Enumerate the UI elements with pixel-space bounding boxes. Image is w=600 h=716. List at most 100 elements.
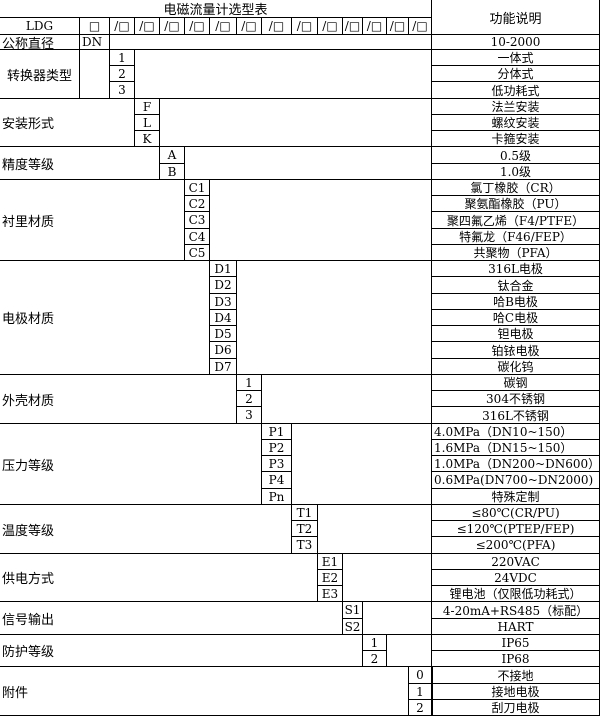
option-desc: 一体式 bbox=[432, 50, 600, 66]
option-code: 3 bbox=[110, 82, 135, 99]
option-desc: 卡箍安装 bbox=[432, 131, 600, 147]
blank-area bbox=[343, 554, 432, 602]
model-slot: /□ bbox=[387, 18, 409, 35]
option-desc: 1.6MPa（DN15~150） bbox=[432, 440, 600, 456]
blank-area bbox=[110, 35, 432, 50]
blank-area bbox=[210, 180, 432, 261]
model-slot: /□ bbox=[318, 18, 343, 35]
option-desc: 刮刀电极 bbox=[432, 700, 600, 716]
option-code: D3 bbox=[210, 294, 237, 310]
option-desc: 螺纹安装 bbox=[432, 115, 600, 131]
option-desc: IP68 bbox=[432, 651, 600, 667]
option-desc: 4-20mA+RS485（标配） bbox=[432, 602, 600, 619]
blank-area bbox=[363, 602, 432, 635]
option-desc: 不接地 bbox=[432, 667, 600, 684]
group-label: 附件 bbox=[0, 667, 409, 716]
option-code: 1 bbox=[110, 50, 135, 66]
option-desc: 氯丁橡胶（CR） bbox=[432, 180, 600, 196]
nominal-diameter-label: 公称直径 bbox=[0, 35, 80, 50]
option-desc: 0.6MPa(DN700~DN2000) bbox=[432, 472, 600, 489]
group-label: 转换器类型 bbox=[0, 50, 80, 99]
model-slot: /□ bbox=[409, 18, 432, 35]
option-desc: ≤120℃(PTEP/FEP) bbox=[432, 521, 600, 537]
blank-area bbox=[237, 261, 432, 375]
option-code: E1 bbox=[318, 554, 343, 570]
model-slot: /□ bbox=[343, 18, 363, 35]
option-desc: 304不锈钢 bbox=[432, 391, 600, 407]
option-code: S2 bbox=[343, 619, 363, 635]
option-code: P1 bbox=[262, 424, 292, 440]
blank-area bbox=[262, 375, 432, 424]
option-code: 3 bbox=[237, 407, 262, 424]
option-desc: 锂电池（仅限低功耗式） bbox=[432, 586, 600, 602]
option-desc: 碳化钨 bbox=[432, 359, 600, 375]
option-code: 1 bbox=[237, 375, 262, 391]
option-code: K bbox=[135, 131, 160, 147]
blank-area bbox=[80, 50, 110, 99]
group-label: 精度等级 bbox=[0, 147, 160, 180]
option-desc: 316L电极 bbox=[432, 261, 600, 277]
option-desc: 1.0MPa（DN200~DN600） bbox=[432, 456, 600, 472]
model-slot: /□ bbox=[210, 18, 237, 35]
option-code: T3 bbox=[292, 537, 318, 554]
model-slot: /□ bbox=[292, 18, 318, 35]
option-code: C3 bbox=[185, 212, 210, 229]
option-desc: 316L不锈钢 bbox=[432, 407, 600, 424]
option-desc: 220VAC bbox=[432, 554, 600, 570]
option-desc: 24VDC bbox=[432, 570, 600, 586]
option-code: A bbox=[160, 147, 185, 164]
option-desc: 哈B电极 bbox=[432, 294, 600, 310]
option-code: D6 bbox=[210, 342, 237, 359]
option-desc: 特殊定制 bbox=[432, 489, 600, 505]
group-label: 外壳材质 bbox=[0, 375, 237, 424]
option-code: P2 bbox=[262, 440, 292, 456]
option-code: L bbox=[135, 115, 160, 131]
option-desc: 聚氨酯橡胶（PU） bbox=[432, 196, 600, 212]
option-code: P3 bbox=[262, 456, 292, 472]
option-desc: 哈C电极 bbox=[432, 310, 600, 326]
option-code: T2 bbox=[292, 521, 318, 537]
option-desc: HART bbox=[432, 619, 600, 635]
option-desc: 法兰安装 bbox=[432, 99, 600, 115]
option-desc: 共聚物（PFA） bbox=[432, 245, 600, 261]
model-prefix: LDG bbox=[0, 18, 80, 35]
group-label: 防护等级 bbox=[0, 635, 363, 667]
option-code: S1 bbox=[343, 602, 363, 619]
option-code: P4 bbox=[262, 472, 292, 489]
model-slot: /□ bbox=[185, 18, 210, 35]
option-desc: ≤200℃(PFA) bbox=[432, 537, 600, 554]
group-label: 信号输出 bbox=[0, 602, 343, 635]
option-desc: 分体式 bbox=[432, 66, 600, 82]
model-slot: /□ bbox=[262, 18, 292, 35]
option-desc: 钽电极 bbox=[432, 326, 600, 342]
option-code: D2 bbox=[210, 277, 237, 294]
option-code: 2 bbox=[237, 391, 262, 407]
option-code: C4 bbox=[185, 229, 210, 245]
model-slot: /□ bbox=[237, 18, 262, 35]
option-desc: 4.0MPa（DN10~150） bbox=[432, 424, 600, 440]
option-code: D1 bbox=[210, 261, 237, 277]
blank-area bbox=[318, 505, 432, 554]
option-desc: 钛合金 bbox=[432, 277, 600, 294]
blank-area bbox=[387, 635, 432, 667]
option-desc: 接地电极 bbox=[432, 684, 600, 700]
model-slot: /□ bbox=[363, 18, 387, 35]
option-code: D7 bbox=[210, 359, 237, 375]
model-first-slot: □ bbox=[80, 18, 110, 35]
group-label: 衬里材质 bbox=[0, 180, 185, 261]
function-header: 功能说明 bbox=[432, 0, 600, 35]
option-desc: 0.5级 bbox=[432, 147, 600, 164]
blank-area bbox=[185, 147, 432, 180]
option-desc: 特氟龙（F46/FEP） bbox=[432, 229, 600, 245]
blank-area bbox=[135, 50, 432, 99]
option-code: 2 bbox=[409, 700, 432, 716]
option-code: D5 bbox=[210, 326, 237, 342]
group-label: 电极材质 bbox=[0, 261, 210, 375]
option-code: C5 bbox=[185, 245, 210, 261]
table-title: 电磁流量计选型表 bbox=[0, 0, 432, 18]
option-code: Pn bbox=[262, 489, 292, 505]
blank-area bbox=[292, 424, 432, 505]
group-label: 压力等级 bbox=[0, 424, 262, 505]
option-desc: IP65 bbox=[432, 635, 600, 651]
option-code: 1 bbox=[363, 635, 387, 651]
